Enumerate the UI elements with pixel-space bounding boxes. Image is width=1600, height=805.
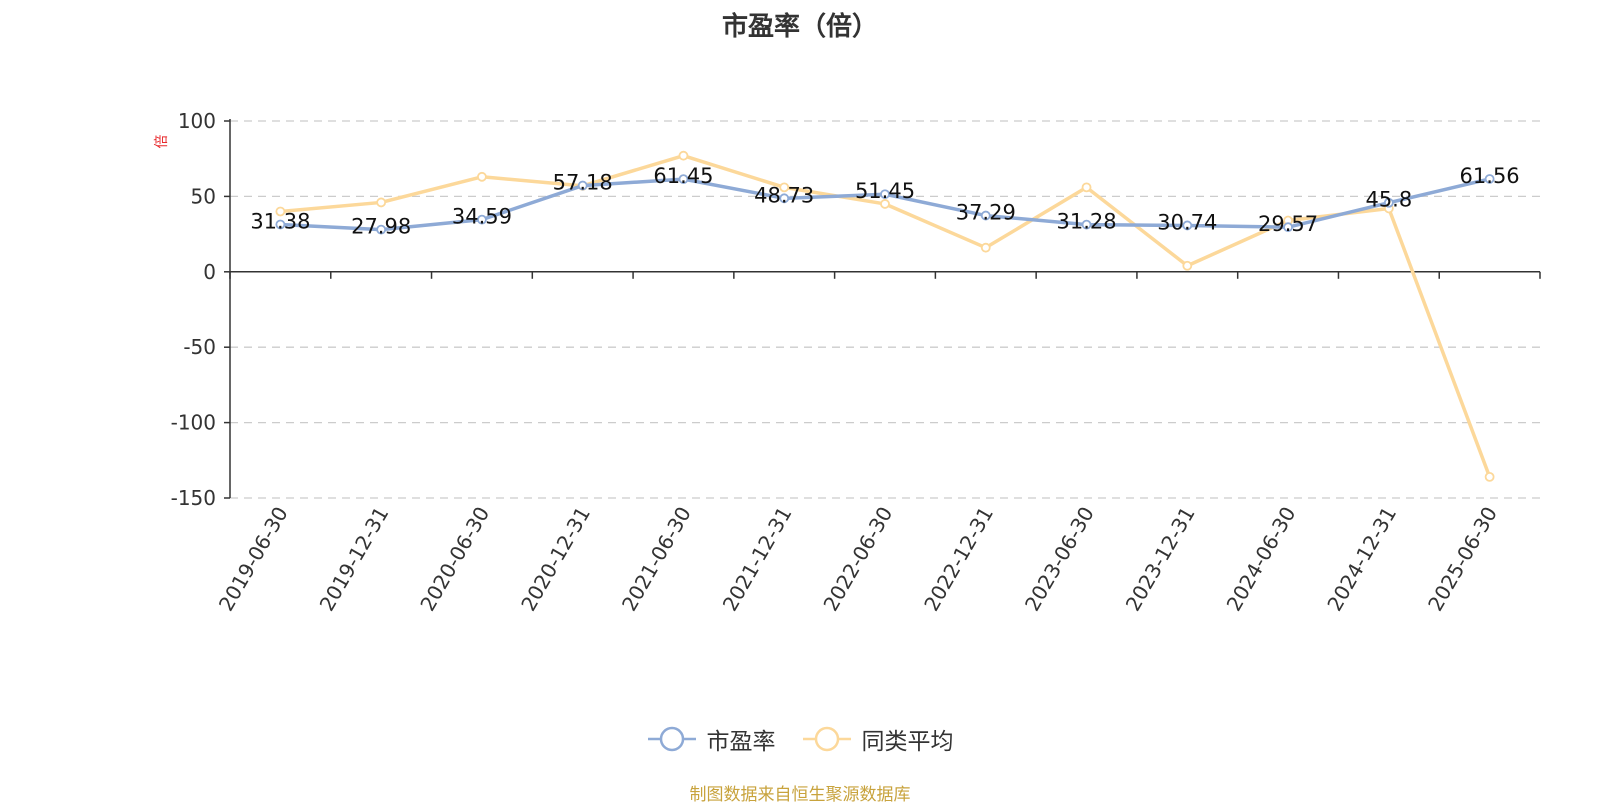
y-tick-label: 100 bbox=[178, 109, 216, 133]
x-tick-label: 2020-06-30 bbox=[415, 503, 494, 616]
data-point bbox=[678, 174, 689, 185]
data-label: 51.45 bbox=[855, 179, 915, 203]
data-point bbox=[1484, 174, 1495, 184]
x-tick-label: 2021-12-31 bbox=[718, 503, 797, 616]
data-point bbox=[779, 182, 790, 193]
data-label: 31.38 bbox=[250, 209, 310, 233]
data-point bbox=[376, 197, 387, 208]
legend-item-1[interactable]: 市盈率 bbox=[647, 722, 776, 756]
data-label: 57.18 bbox=[553, 171, 613, 195]
y-axis-label: 倍 bbox=[154, 135, 170, 149]
data-label: 37.29 bbox=[956, 201, 1016, 225]
data-point bbox=[678, 150, 689, 161]
y-tick-label: -150 bbox=[171, 486, 216, 510]
data-label: 27.98 bbox=[351, 215, 411, 239]
data-label: 30.74 bbox=[1157, 210, 1217, 234]
data-point bbox=[1484, 471, 1495, 482]
data-point bbox=[1081, 219, 1092, 230]
data-label: 31.28 bbox=[1056, 210, 1116, 234]
data-point bbox=[376, 224, 387, 235]
legend-line-circle-icon bbox=[647, 726, 696, 752]
data-label: 45.8 bbox=[1365, 188, 1412, 212]
data-label: 29.57 bbox=[1258, 212, 1318, 236]
data-point bbox=[1182, 260, 1193, 271]
legend-label: 市盈率 bbox=[706, 729, 776, 755]
data-point bbox=[980, 210, 991, 221]
data-point bbox=[880, 189, 890, 200]
line-chart: 100 50 0 -50 -100 -150 倍 2019-06-30 2019-12-31 20… bbox=[154, 109, 1541, 616]
data-point bbox=[1081, 182, 1092, 193]
y-tick-label: 50 bbox=[191, 184, 216, 208]
x-tick-label: 2021-06-30 bbox=[617, 503, 696, 616]
x-tick-label: 2022-12-31 bbox=[919, 503, 998, 616]
legend-item-2[interactable]: 同类平均 bbox=[802, 722, 954, 756]
data-point bbox=[980, 242, 991, 253]
data-point bbox=[1383, 197, 1394, 208]
data-point bbox=[880, 199, 890, 209]
x-tick-label: 2023-06-30 bbox=[1020, 503, 1099, 616]
x-tick-label: 2019-06-30 bbox=[214, 503, 293, 616]
data-label: 61.56 bbox=[1460, 164, 1520, 188]
data-point bbox=[1283, 222, 1293, 233]
data-point bbox=[275, 219, 286, 230]
legend-label: 同类平均 bbox=[861, 729, 954, 755]
data-label: 48.73 bbox=[754, 183, 814, 207]
data-point bbox=[477, 214, 487, 225]
y-tick-label: -50 bbox=[183, 335, 216, 359]
x-tick-label: 2022-06-30 bbox=[818, 503, 897, 616]
data-point bbox=[779, 193, 790, 204]
chart-title: 市盈率（倍） bbox=[721, 12, 878, 42]
y-tick-label: -100 bbox=[171, 411, 216, 435]
x-tick-label: 2020-12-31 bbox=[516, 503, 595, 616]
x-tick-label: 2025-06-30 bbox=[1423, 503, 1502, 616]
data-point bbox=[477, 171, 487, 182]
x-tick-label: 2024-06-30 bbox=[1222, 503, 1301, 616]
data-label: 34.59 bbox=[452, 205, 512, 229]
source-note: 制图数据来自恒生聚源数据库 bbox=[689, 785, 911, 805]
y-tick-label: 0 bbox=[203, 260, 216, 284]
legend: 市盈率 同类平均 bbox=[0, 722, 1600, 756]
data-point bbox=[1182, 220, 1193, 231]
data-label: 61.45 bbox=[653, 164, 713, 188]
data-point bbox=[577, 180, 588, 191]
data-point bbox=[275, 206, 286, 217]
legend-line-circle-icon bbox=[802, 726, 851, 752]
x-tick-label: 2024-12-31 bbox=[1322, 503, 1401, 616]
x-tick-label: 2023-12-31 bbox=[1121, 503, 1200, 616]
x-tick-label: 2019-12-31 bbox=[315, 503, 394, 616]
